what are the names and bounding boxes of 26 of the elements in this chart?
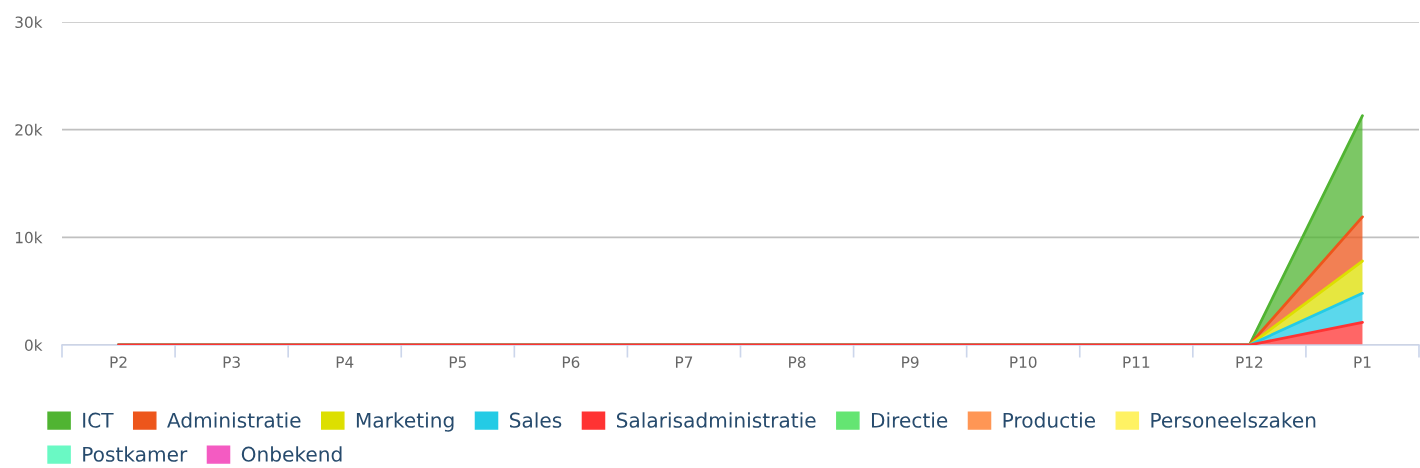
legend-label: Sales bbox=[509, 412, 562, 428]
x-tick-label: P8 bbox=[789, 356, 806, 368]
y-tick-label: 0k bbox=[25, 339, 43, 352]
x-tick-label: P7 bbox=[675, 356, 693, 368]
y-tick-label: 30k bbox=[15, 16, 43, 29]
legend-label: Personeelszaken bbox=[1151, 412, 1316, 428]
x-tick-label: P1 bbox=[1354, 356, 1371, 368]
legend-label: Administratie bbox=[167, 412, 301, 428]
x-tick-label: P4 bbox=[336, 356, 354, 368]
legend-label: Postkamer bbox=[83, 446, 188, 462]
x-tick-label: P9 bbox=[902, 356, 919, 368]
legend-label: ICT bbox=[83, 412, 114, 428]
legend-label: Directie bbox=[871, 412, 948, 428]
x-tick-label: P10 bbox=[1010, 356, 1037, 368]
x-tick-label: P11 bbox=[1123, 356, 1150, 368]
y-tick-label: 10k bbox=[15, 231, 43, 244]
legend-label: Onbekend bbox=[241, 446, 342, 462]
y-tick-label: 20k bbox=[15, 123, 43, 136]
legend-label: Productie bbox=[1003, 412, 1096, 428]
legend-label: Marketing bbox=[356, 412, 454, 432]
legend-label: Salarisadministratie bbox=[616, 412, 816, 428]
x-tick-label: P5 bbox=[449, 356, 466, 368]
x-tick-label: P6 bbox=[562, 356, 580, 368]
x-tick-label: P3 bbox=[223, 356, 240, 368]
x-tick-label: P12 bbox=[1236, 356, 1263, 368]
x-tick-label: P2 bbox=[110, 356, 127, 368]
